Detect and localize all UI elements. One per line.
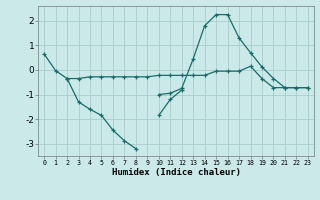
X-axis label: Humidex (Indice chaleur): Humidex (Indice chaleur)	[111, 168, 241, 177]
